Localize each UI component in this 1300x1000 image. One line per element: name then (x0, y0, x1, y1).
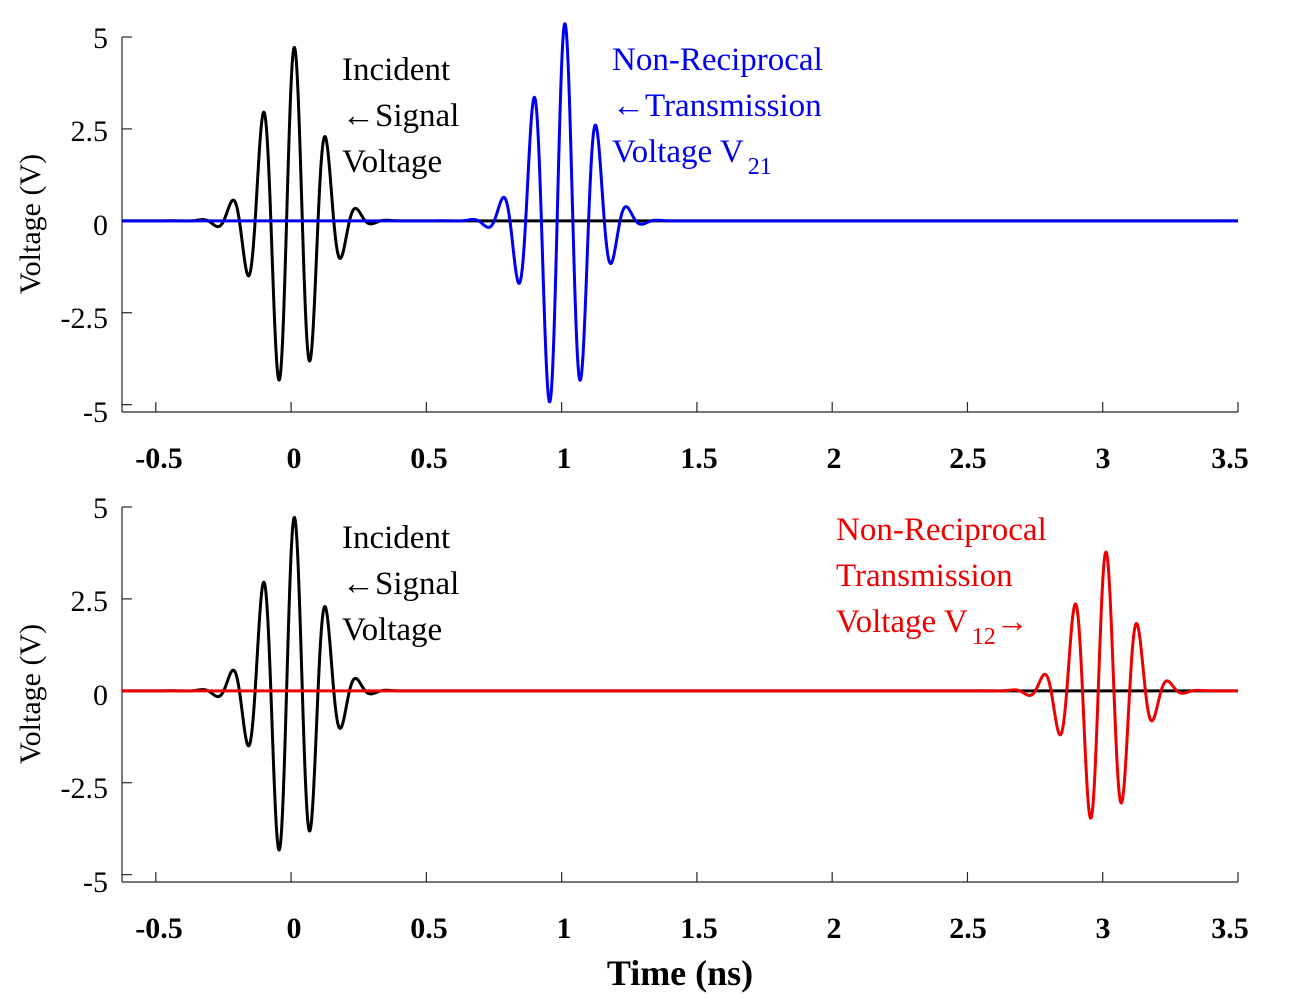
top-xtick-label: -0.5 (135, 442, 183, 475)
top-ytick-label: 0 (93, 209, 108, 242)
top-ytick-label: 2.5 (71, 115, 109, 148)
bottom-panel: 5 2.5 0 -2.5 -5 -0.5 0 0.5 1 1.5 2 2.5 3… (14, 492, 1249, 993)
top-xtick-label: 0 (287, 442, 302, 475)
bottom-incident-annotation: Incident ←Signal Voltage (342, 520, 468, 648)
annotation-line: Non-Reciprocal (836, 512, 1047, 548)
bottom-xtick-label: 1 (557, 912, 572, 945)
annotation-line: Voltage (342, 144, 442, 180)
annotation-line: Voltage V (836, 604, 968, 640)
series-line-transmission (120, 550, 1240, 820)
bottom-ytick-label: 2.5 (71, 585, 109, 618)
bottom-xtick-label: 2 (827, 912, 842, 945)
top-ytick-label: 5 (93, 22, 108, 55)
top-xtick-label: 3 (1096, 442, 1111, 475)
bottom-series (120, 515, 1240, 852)
top-xtick-label: 1 (557, 442, 572, 475)
annotation-line: ←Transmission (612, 88, 822, 124)
annotation-subscript: 12 (972, 624, 996, 650)
annotation-subscript: 21 (748, 154, 772, 180)
top-ytick-label: -2.5 (61, 302, 109, 335)
bottom-y-axis-label: Voltage (V) (14, 624, 47, 764)
bottom-xtick-label: -0.5 (135, 912, 183, 945)
top-xtick-label: 0.5 (410, 442, 448, 475)
annotation-line: Transmission (836, 558, 1013, 594)
annotation-line: Non-Reciprocal (612, 42, 823, 78)
bottom-ytick-label: -5 (83, 866, 108, 899)
top-incident-annotation: Incident ←Signal Voltage (342, 52, 468, 180)
top-xtick-label: 2.5 (949, 442, 987, 475)
bottom-xtick-label: 1.5 (680, 912, 718, 945)
annotation-line: Incident (342, 520, 450, 556)
bottom-xtick-label: 3 (1096, 912, 1111, 945)
top-panel: 5 2.5 0 -2.5 -5 -0.5 0 0.5 1 1.5 2 2.5 3… (14, 22, 1249, 475)
annotation-line: ←Signal (342, 98, 459, 134)
bottom-xtick-label: 2.5 (949, 912, 987, 945)
top-xtick-label: 2 (827, 442, 842, 475)
top-ytick-label: -5 (83, 396, 108, 429)
top-transmission-annotation: Non-Reciprocal ←Transmission Voltage V 21 (612, 42, 831, 180)
top-xtick-label: 1.5 (680, 442, 718, 475)
annotation-line: Voltage (342, 612, 442, 648)
bottom-transmission-annotation: Non-Reciprocal Transmission Voltage V 12→ (836, 512, 1055, 650)
x-axis-label: Time (ns) (607, 953, 753, 993)
bottom-xtick-label: 0 (287, 912, 302, 945)
annotation-line: Voltage V (612, 134, 744, 170)
bottom-axes (121, 506, 1239, 883)
bottom-xtick-label: 0.5 (410, 912, 448, 945)
annotation-arrow: → (996, 604, 1029, 640)
annotation-line: ←Signal (342, 566, 459, 602)
bottom-ytick-label: 0 (93, 679, 108, 712)
top-series (120, 22, 1240, 404)
annotation-line: Incident (342, 52, 450, 88)
top-xtick-label: 3.5 (1211, 442, 1249, 475)
series-line-incident (120, 515, 1240, 852)
bottom-ytick-label: -2.5 (61, 772, 109, 805)
series-line-transmission (120, 22, 1240, 404)
top-y-axis-label: Voltage (V) (14, 154, 47, 294)
top-axes (121, 36, 1239, 413)
bottom-xtick-label: 3.5 (1211, 912, 1249, 945)
bottom-ytick-label: 5 (93, 492, 108, 525)
